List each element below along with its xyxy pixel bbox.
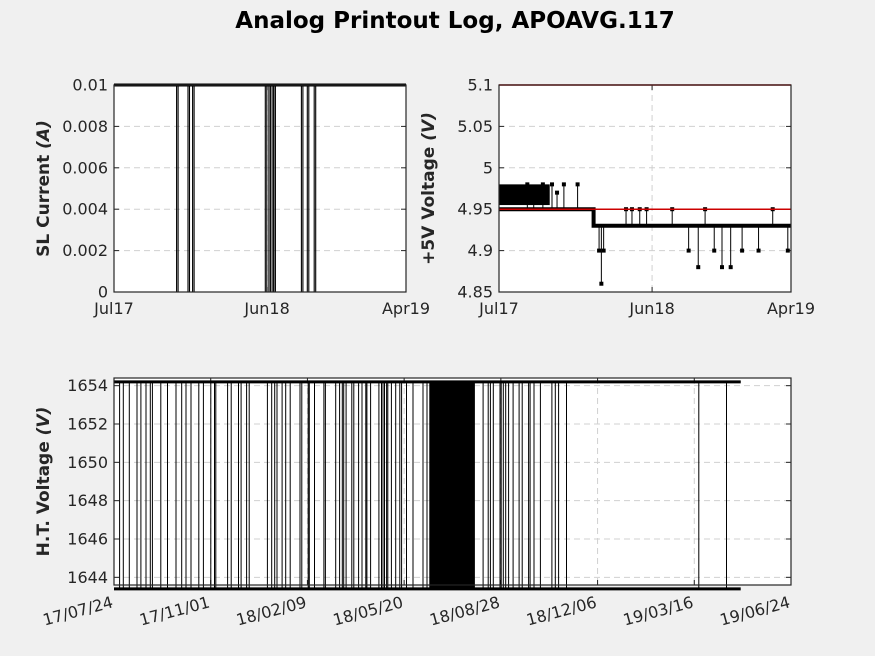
plus5v-excursion-marker	[540, 182, 545, 187]
plus5v-excursion-marker	[756, 248, 761, 253]
y-tick-label: 0.004	[62, 200, 108, 219]
x-tick-label: Apr19	[767, 299, 815, 318]
x-tick-label: Jun18	[628, 299, 674, 318]
y-tick-label: 1646	[67, 530, 108, 549]
y-tick-label: 0.002	[62, 241, 108, 260]
plus5v-voltage-axes: 4.85 4.9 4.95 5 5.05 5.1 Jul17 Jun18 Apr19 +5V Vo…	[419, 76, 815, 319]
plus5v-excursion-marker	[728, 265, 733, 270]
y-tick-label: 4.85	[457, 283, 493, 302]
y-axis-label: SL Current (A)	[34, 120, 54, 257]
x-tick-label: 19/03/16	[621, 593, 695, 630]
y-axis-label: +5V Voltage (V)	[419, 112, 439, 265]
x-tick-label: Jul17	[93, 299, 134, 318]
y-tick-label: 5.05	[457, 117, 493, 136]
axes-frame	[113, 84, 407, 293]
plus5v-excursion-marker	[561, 182, 566, 187]
y-axis-label-text: SL Current	[34, 149, 54, 257]
y-axis-label-unit: (V)	[419, 112, 439, 141]
plus5v-excursion-marker	[712, 248, 717, 253]
plus5v-excursion-marker	[696, 265, 701, 270]
ht-voltage-axes: 1644 1646 1648 1650 1652 1654 17/07/24 17/11/01…	[34, 376, 792, 629]
sl-current-axes: 0 0.002 0.004 0.006 0.008 0.01 Jul17 Jun18 Apr19…	[34, 76, 430, 319]
plus5v-excursion-marker	[550, 182, 555, 187]
y-tick-label: 1652	[67, 415, 108, 434]
plus5v-excursion-marker	[531, 190, 536, 195]
axes-frame	[498, 84, 792, 293]
plus5v-excursion-marker	[575, 182, 580, 187]
plus5v-excursion-marker	[686, 248, 691, 253]
y-tick-label: 1648	[67, 491, 108, 510]
y-tick-label: 1644	[67, 568, 108, 587]
x-tick-label: 18/02/09	[234, 593, 308, 630]
x-tick-label: Jul17	[478, 299, 519, 318]
plus5v-excursion-marker	[719, 265, 724, 270]
x-tick-label: 17/11/01	[137, 593, 211, 630]
y-tick-label: 1654	[67, 376, 108, 395]
plus5v-dense-band	[499, 184, 550, 206]
plus5v-excursion-marker	[597, 248, 602, 253]
x-tick-label: 18/05/20	[331, 593, 405, 630]
x-tick-label: Jun18	[243, 299, 289, 318]
y-tick-label: 1650	[67, 453, 108, 472]
y-tick-label: 5	[483, 158, 493, 177]
plus5v-excursion-marker	[599, 281, 604, 286]
plus5v-excursion-marker	[740, 248, 745, 253]
y-tick-label: 4.95	[457, 200, 493, 219]
x-tick-label: 18/12/06	[524, 593, 598, 630]
y-axis-label: H.T. Voltage (V)	[34, 407, 54, 557]
plus5v-excursion-marker	[785, 248, 790, 253]
y-tick-label: 0.008	[62, 117, 108, 136]
y-axis-label-text: +5V Voltage	[419, 141, 439, 265]
plot-area	[114, 85, 406, 292]
y-axis-label-unit: (A)	[34, 120, 54, 149]
y-tick-label: 0	[98, 283, 108, 302]
y-axis-label-text: H.T. Voltage	[34, 435, 54, 556]
x-tick-label: Apr19	[382, 299, 430, 318]
x-tick-label: 19/06/24	[718, 593, 792, 630]
plus5v-excursion-marker	[525, 182, 530, 187]
ht-voltage-dense-band	[429, 381, 475, 589]
plus5v-excursion-marker	[555, 190, 560, 195]
figure-title: Analog Printout Log, APOAVG.117	[235, 8, 674, 34]
x-tick-label: 18/08/28	[428, 593, 502, 630]
y-tick-label: 0.006	[62, 158, 108, 177]
y-axis-label-unit: (V)	[34, 407, 54, 436]
y-tick-label: 4.9	[468, 241, 493, 260]
axes-frame	[113, 377, 792, 586]
y-tick-label: 5.1	[468, 76, 493, 95]
y-tick-label: 0.01	[72, 76, 108, 95]
plus5v-excursion-marker	[601, 248, 606, 253]
x-tick-label: 17/07/24	[41, 593, 115, 630]
